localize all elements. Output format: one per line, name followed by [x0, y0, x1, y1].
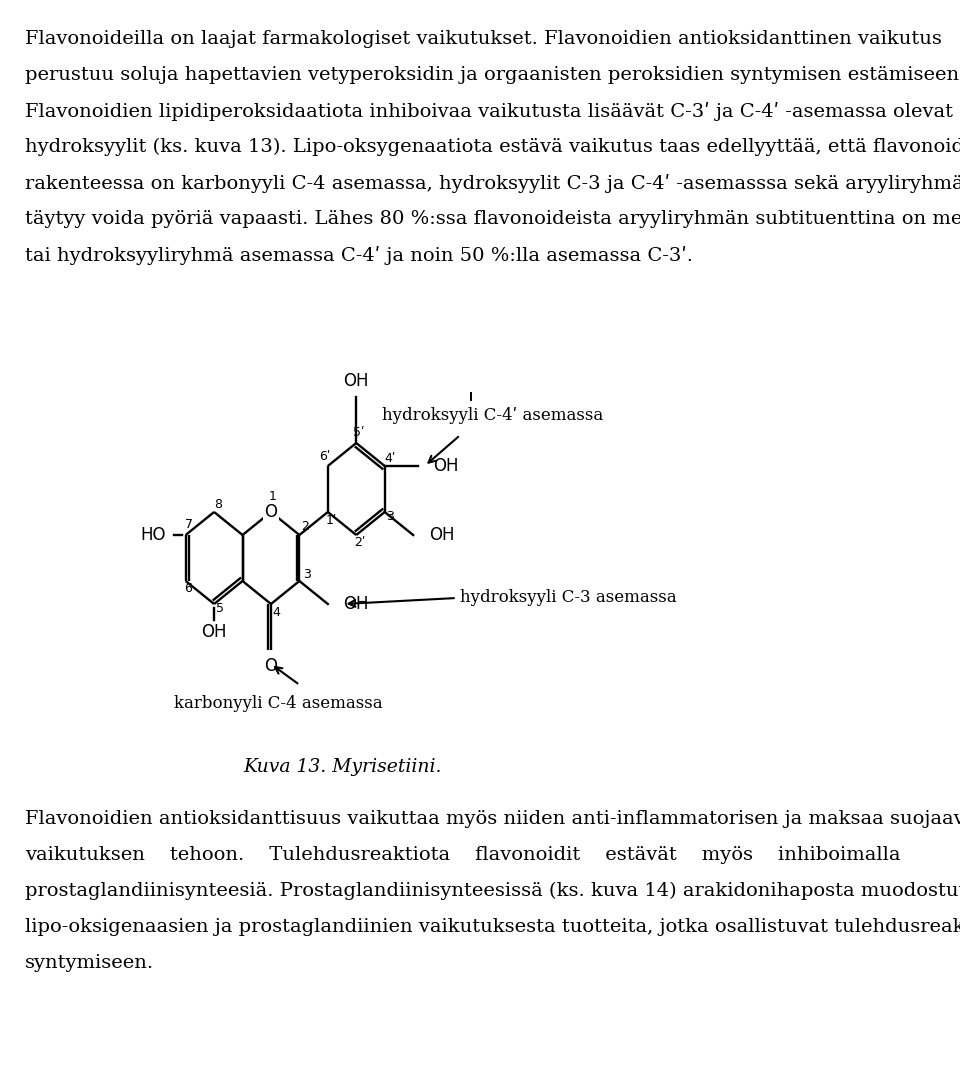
Text: O: O — [264, 503, 277, 521]
Text: hydroksyyli C-4ʹ asemassa: hydroksyyli C-4ʹ asemassa — [382, 406, 603, 424]
Text: 7: 7 — [185, 519, 193, 532]
Text: 5ʹ: 5ʹ — [353, 427, 365, 440]
Text: OH: OH — [344, 372, 369, 390]
Text: hydroksyylit (ks. kuva 13). Lipo-oksygenaatiota estävä vaikutus taas edellyyttää: hydroksyylit (ks. kuva 13). Lipo-oksygen… — [25, 138, 960, 157]
Text: 2ʹ: 2ʹ — [354, 536, 366, 549]
Text: Flavonoidien lipidiperoksidaatiota inhiboivaa vaikutusta lisäävät C-3ʹ ja C-4ʹ -: Flavonoidien lipidiperoksidaatiota inhib… — [25, 102, 953, 121]
Text: rakenteessa on karbonyyli C-4 asemassa, hydroksyylit C-3 ja C-4ʹ -asemasssa sekä: rakenteessa on karbonyyli C-4 asemassa, … — [25, 174, 960, 193]
Text: HO: HO — [140, 526, 166, 544]
Text: O: O — [264, 657, 277, 675]
Text: 1ʹ: 1ʹ — [325, 513, 337, 526]
Text: hydroksyyli C-3 asemassa: hydroksyyli C-3 asemassa — [460, 589, 677, 606]
Text: perustuu soluja hapettavien vetyperoksidin ja orgaanisten peroksidien syntymisen: perustuu soluja hapettavien vetyperoksid… — [25, 66, 960, 84]
Text: täytyy voida pyöriä vapaasti. Lähes 80 %:ssa flavonoideista aryyliryhmän subtitu: täytyy voida pyöriä vapaasti. Lähes 80 %… — [25, 210, 960, 228]
Text: Flavonoidien antioksidanttisuus vaikuttaa myös niiden anti-inflammatorisen ja ma: Flavonoidien antioksidanttisuus vaikutta… — [25, 810, 960, 828]
Text: 4: 4 — [273, 605, 280, 618]
Text: 5: 5 — [216, 601, 224, 614]
Text: OH: OH — [202, 623, 227, 641]
Text: 1: 1 — [269, 490, 276, 503]
Text: 2: 2 — [301, 520, 309, 534]
Text: prostaglandiinisynteesiä. Prostaglandiinisynteesissä (ks. kuva 14) arakidonihapo: prostaglandiinisynteesiä. Prostaglandiin… — [25, 882, 960, 900]
Text: 4ʹ: 4ʹ — [385, 452, 396, 465]
Text: OH: OH — [344, 595, 369, 613]
Text: karbonyyli C-4 asemassa: karbonyyli C-4 asemassa — [174, 694, 383, 711]
Text: 8: 8 — [214, 498, 223, 511]
Text: lipo-oksigenaasien ja prostaglandiinien vaikutuksesta tuotteita, jotka osallistu: lipo-oksigenaasien ja prostaglandiinien … — [25, 918, 960, 936]
Text: OH: OH — [433, 457, 459, 475]
Text: Flavonoideilla on laajat farmakologiset vaikutukset. Flavonoidien antioksidantti: Flavonoideilla on laajat farmakologiset … — [25, 30, 942, 48]
Text: OH: OH — [429, 526, 454, 544]
Text: tai hydroksyyliryhmä asemassa C-4ʹ ja noin 50 %:lla asemassa C-3ʹ.: tai hydroksyyliryhmä asemassa C-4ʹ ja no… — [25, 246, 693, 265]
Text: 3: 3 — [387, 509, 395, 522]
Text: Kuva 13. Myrisetiini.: Kuva 13. Myrisetiini. — [243, 758, 442, 776]
Text: syntymiseen.: syntymiseen. — [25, 955, 155, 972]
Text: vaikutuksen    tehoon.    Tulehdusreaktiota    flavonoidit    estävät    myös   : vaikutuksen tehoon. Tulehdusreaktiota fl… — [25, 846, 900, 864]
Text: 6ʹ: 6ʹ — [320, 450, 330, 463]
Text: 3: 3 — [302, 569, 310, 582]
Text: 6: 6 — [184, 583, 192, 596]
